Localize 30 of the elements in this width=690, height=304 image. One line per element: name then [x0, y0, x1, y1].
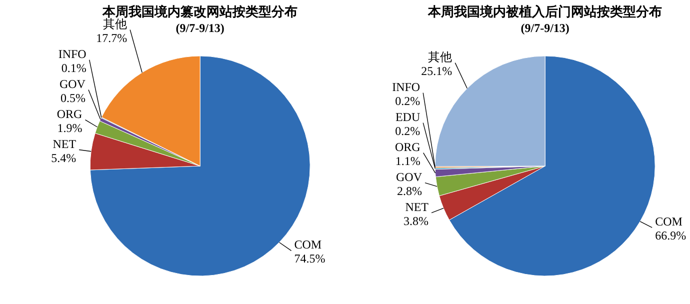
data-label: 25.1%: [421, 64, 452, 78]
data-label: 0.5%: [60, 90, 86, 105]
slice-label: INFO: [58, 46, 87, 61]
chart-subtitle: (9/7-9/13): [176, 21, 224, 35]
data-label: 0.2%: [395, 94, 420, 108]
data-label: 5.4%: [51, 150, 76, 165]
slice-label: ORG: [394, 140, 421, 154]
chart-title: 本周我国境内被植入后门网站按类型分布: [427, 4, 662, 19]
slice-label: NET: [405, 200, 430, 214]
slice-label: INFO: [392, 80, 420, 94]
data-label: 3.8%: [404, 214, 429, 228]
slice-label: ORG: [56, 106, 83, 121]
data-label: 0.2%: [395, 124, 420, 138]
slice-label: NET: [52, 136, 77, 151]
slice-label: GOV: [396, 170, 422, 184]
slice-label: EDU: [395, 110, 420, 124]
data-label: 17.7%: [96, 30, 128, 45]
slice-label: 其他: [103, 16, 128, 31]
data-label: 74.5%: [294, 252, 326, 266]
slice-label: COM: [294, 238, 322, 252]
data-label: 0.1%: [61, 60, 86, 75]
data-label: 1.1%: [395, 154, 420, 168]
data-label: 66.9%: [655, 228, 686, 243]
slice-label: GOV: [59, 76, 86, 91]
data-label: 1.9%: [57, 120, 82, 135]
data-label: 2.8%: [397, 184, 422, 198]
slice-label: COM: [655, 214, 683, 229]
slice-label: 其他: [428, 50, 452, 64]
chart-title: 本周我国境内篡改网站按类型分布: [102, 4, 298, 19]
chart-subtitle: (9/7-9/13): [520, 21, 570, 35]
